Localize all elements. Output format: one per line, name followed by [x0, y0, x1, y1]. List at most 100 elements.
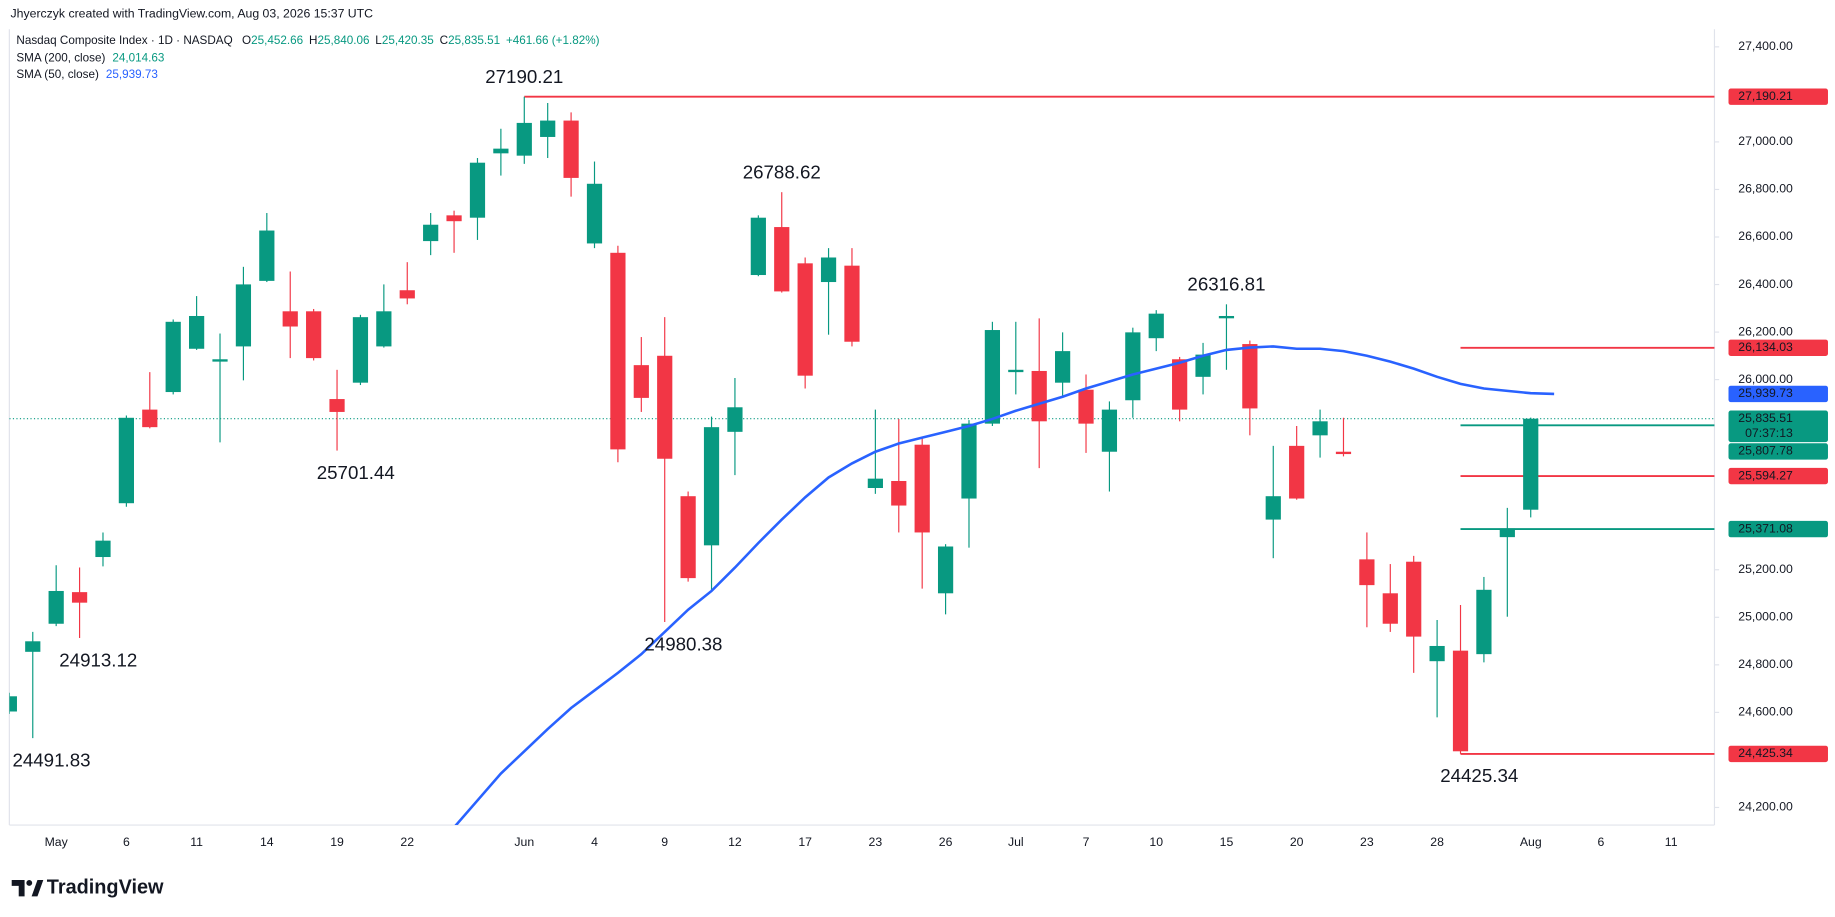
y-tick-label: 24,200.00 — [1738, 800, 1793, 814]
x-tick-label: 14 — [260, 835, 274, 849]
indicator-legend: SMA (200, close) 24,014.63 SMA (50, close)… — [16, 52, 164, 81]
logo-mark — [11, 880, 25, 897]
candle-body — [235, 284, 252, 347]
indicator-legend-line: SMA (50, close) 25,939.73 — [16, 68, 158, 81]
y-tick-label: 25,000.00 — [1738, 610, 1793, 624]
indicator-name: SMA (50, close) — [16, 68, 99, 81]
sma-line — [454, 345, 1555, 826]
price-annotation: 24913.12 — [59, 649, 137, 670]
candle-body — [423, 224, 439, 242]
price-tag-label: 25,939.73 — [1738, 386, 1793, 400]
candle-body — [820, 257, 837, 283]
axes: 24,200.00 24,600.00 24,800.00 25,000.00 25,2… — [45, 39, 1828, 849]
price-tag-label: 25,371.08 — [1738, 521, 1793, 535]
price-annotation: 24425.34 — [1440, 765, 1518, 786]
x-tick-label: 19 — [330, 835, 344, 849]
candle-body — [282, 311, 298, 327]
candle-body — [376, 311, 392, 347]
candle-body — [1406, 561, 1422, 637]
y-tick-label: 27,000.00 — [1738, 134, 1793, 148]
candle-body — [399, 290, 415, 299]
indicator-name: SMA (200, close) — [16, 52, 105, 65]
candle-body — [1148, 313, 1164, 339]
change: +461.66 (+1.82%) — [506, 34, 600, 47]
candle-body — [118, 417, 134, 504]
candle-body — [306, 311, 322, 359]
candle-body — [1265, 496, 1281, 520]
symbol: Nasdaq Composite Index · 1D · NASDAQ — [16, 34, 232, 47]
candle-body — [774, 227, 790, 292]
candle-body — [1195, 354, 1211, 377]
candle-body — [797, 263, 813, 376]
candle-body — [71, 592, 88, 603]
price-annotation: 25701.44 — [317, 462, 395, 483]
candle-body — [727, 407, 743, 432]
price-tag — [1728, 385, 1828, 403]
y-tick-label: 26,400.00 — [1738, 277, 1793, 291]
candle-body — [1452, 650, 1469, 752]
x-tick-label: Jul — [1008, 835, 1024, 849]
x-tick-label: 17 — [798, 835, 812, 849]
price-annotation: 24980.38 — [644, 633, 722, 654]
price-tag-label: 27,190.21 — [1738, 89, 1793, 103]
x-tick-label: 28 — [1430, 835, 1444, 849]
indicator-value: 24,014.63 — [112, 52, 164, 65]
candle-body — [165, 321, 181, 393]
candle-body — [984, 330, 1001, 424]
candle-body — [1242, 344, 1258, 409]
x-tick-label: 11 — [1665, 835, 1678, 849]
candle-body — [844, 265, 860, 342]
candle-body — [259, 230, 275, 281]
price-tag-label: 07:37:13 — [1745, 426, 1793, 440]
candle-body — [1125, 332, 1141, 401]
logo-mark — [26, 880, 33, 886]
candle-body — [1359, 559, 1375, 586]
x-tick-label: 10 — [1149, 835, 1163, 849]
candle-body — [1055, 351, 1071, 383]
candle-body — [469, 162, 486, 218]
candle-body — [1289, 445, 1305, 499]
y-tick-label: 26,800.00 — [1738, 182, 1793, 196]
indicator-value: 25,939.73 — [106, 68, 158, 81]
price-tag-label: 25,835.51 — [1738, 411, 1793, 425]
price-annotation: 27190.21 — [485, 66, 563, 87]
x-tick-label: 9 — [661, 835, 668, 849]
x-tick-label: 23 — [1360, 835, 1374, 849]
candle-body — [750, 217, 766, 276]
candle-body — [657, 355, 673, 459]
candle-body — [48, 590, 64, 624]
candle-body — [446, 215, 462, 222]
candle-body — [1335, 451, 1352, 455]
price-annotation: 26316.81 — [1187, 274, 1265, 295]
candle-body — [586, 183, 603, 244]
ohlc-key: C — [440, 34, 448, 47]
x-tick-label: 20 — [1290, 835, 1304, 849]
candle-body — [212, 359, 228, 362]
x-tick-label: 12 — [728, 835, 742, 849]
y-tick-label: 26,600.00 — [1738, 229, 1793, 243]
price-annotation: 26788.62 — [743, 161, 821, 182]
candle-body — [937, 546, 954, 594]
ohlc-value: 25,835.51 — [448, 34, 500, 47]
y-tick-label: 24,600.00 — [1738, 705, 1793, 719]
credit: Jhyerczyk created with TradingView.com, … — [11, 6, 374, 20]
candle-body — [1499, 528, 1515, 538]
candle-body — [516, 122, 532, 156]
candle-body — [610, 252, 626, 450]
y-tick-label: 26,200.00 — [1738, 324, 1793, 338]
candle-body — [563, 120, 579, 178]
x-tick-label: 6 — [1598, 835, 1605, 849]
x-tick-label: 7 — [1083, 835, 1090, 849]
plot-area — [9, 95, 1715, 826]
candle-body — [1429, 645, 1445, 662]
price-tag — [1728, 467, 1828, 485]
x-tick-label: 22 — [400, 835, 414, 849]
candle-body — [1312, 421, 1328, 436]
price-tag-label: 25,594.27 — [1738, 468, 1793, 482]
x-tick-label: 6 — [123, 835, 130, 849]
candle-body — [633, 365, 649, 398]
logo: TradingView — [11, 876, 164, 898]
price-tag-label: 24,425.34 — [1738, 746, 1793, 760]
candle-body — [189, 315, 205, 349]
